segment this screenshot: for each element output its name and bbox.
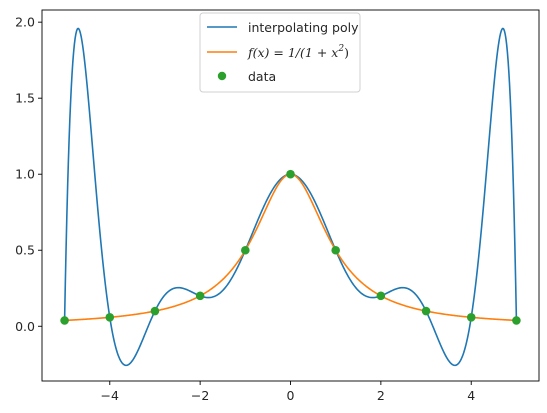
data-point (331, 245, 340, 255)
data-point (241, 245, 250, 255)
legend-label-f-x-prefix: f(x) = 1/(1 + x (247, 45, 338, 60)
y-tick-label: 0.0 (15, 319, 35, 334)
x-tick-label: −4 (101, 388, 119, 403)
x-tick-label: −2 (191, 388, 209, 403)
x-tick-label: 2 (377, 388, 385, 403)
legend-label-f-x-suffix: ) (344, 45, 349, 60)
data-point (466, 312, 476, 322)
legend-label-f-x: f(x) = 1/(1 + x2) (247, 44, 349, 60)
data-point (512, 316, 521, 325)
legend-swatch-data (217, 71, 227, 81)
x-tick-label: 0 (287, 388, 295, 403)
x-tick-label: 4 (467, 388, 475, 403)
data-point (421, 306, 431, 316)
legend-label-data: data (248, 69, 276, 84)
legend-box (199, 12, 361, 93)
series-line-1 (64, 173, 517, 322)
data-point (150, 306, 160, 316)
data-point (105, 312, 115, 322)
data-point (60, 316, 69, 325)
legend-label-f-x-sup: 2 (337, 44, 344, 54)
legend: interpolating poly f(x) = 1/(1 + x2) dat… (199, 12, 361, 93)
legend-label-interpolating-poly: interpolating poly (248, 20, 359, 35)
y-axis: 0.0 0.5 1.0 1.5 2.0 (15, 15, 42, 334)
series-layer (60, 27, 521, 367)
y-tick-label: 2.0 (15, 15, 35, 30)
y-tick-label: 0.5 (15, 243, 35, 258)
y-tick-label: 1.5 (15, 91, 35, 106)
x-axis: −4 −2 0 2 4 (101, 381, 475, 403)
data-point (286, 169, 295, 179)
data-point (376, 291, 386, 301)
y-tick-label: 1.0 (15, 167, 35, 182)
data-point (195, 291, 205, 301)
